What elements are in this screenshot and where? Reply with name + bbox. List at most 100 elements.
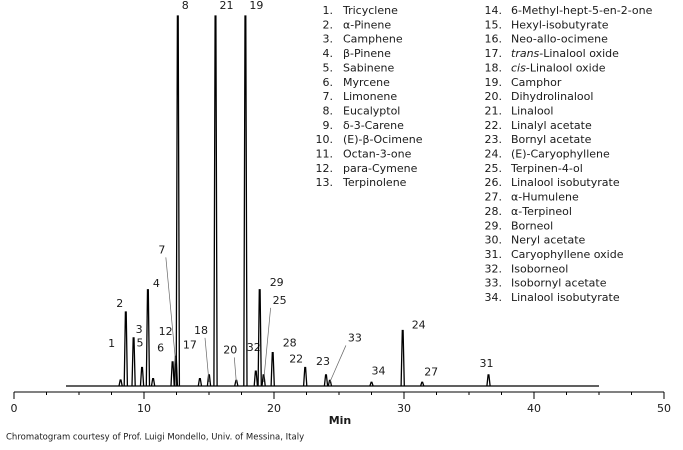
peak-label: 6 — [157, 342, 164, 355]
legend-number: 6. — [323, 76, 334, 89]
legend-name: Limonene — [343, 90, 397, 103]
x-tick-label: 50 — [657, 402, 671, 415]
peak — [369, 381, 374, 387]
legend-number: 30. — [485, 234, 503, 247]
legend-number: 4. — [323, 47, 334, 60]
legend-name-text: α-Pinene — [343, 18, 391, 31]
legend-name-text: para-Cymene — [343, 162, 418, 175]
legend-number: 15. — [485, 18, 503, 31]
peak-label: 1 — [108, 337, 115, 350]
legend-name-text: 6-Methyl-hept-5-en-2-one — [511, 4, 653, 17]
legend-name: para-Cymene — [343, 162, 418, 175]
peak — [131, 337, 136, 387]
legend-name-italic: cis — [511, 61, 526, 74]
legend-number: 9. — [323, 119, 334, 132]
legend-name: Neryl acetate — [511, 234, 586, 247]
legend-number: 32. — [485, 262, 503, 275]
legend-number: 2. — [323, 18, 334, 31]
peak — [419, 381, 425, 387]
legend-name-text: Neo-allo-ocimene — [511, 33, 608, 46]
peak-label: 32 — [247, 341, 261, 354]
peak-label: 25 — [273, 294, 287, 307]
leader-line — [204, 337, 210, 383]
legend-name: β-Pinene — [343, 47, 391, 60]
legend-name-text: Limonene — [343, 90, 397, 103]
legend-name: 6-Methyl-hept-5-en-2-one — [511, 4, 653, 17]
peak — [400, 329, 405, 387]
legend-number: 19. — [485, 76, 503, 89]
legend-name: δ-3-Carene — [343, 119, 404, 132]
peak-label: 28 — [283, 337, 297, 350]
peak — [257, 289, 262, 387]
peak — [323, 374, 329, 387]
legend-number: 11. — [316, 148, 334, 161]
legend-name: Hexyl-isobutyrate — [511, 18, 609, 31]
legend-number: 28. — [485, 205, 503, 218]
legend-name-text: Linalyl acetate — [511, 119, 592, 132]
peak — [145, 289, 151, 387]
peak — [486, 374, 491, 387]
legend-name-text: -Linalool oxide — [539, 47, 619, 60]
legend-number: 21. — [485, 104, 503, 117]
peak — [206, 374, 212, 387]
legend-name: Octan-3-one — [343, 148, 412, 161]
legend-name-text: β-Pinene — [343, 47, 391, 60]
peak — [327, 379, 333, 387]
legend-name-text: Hexyl-isobutyrate — [511, 18, 609, 31]
legend-number: 8. — [323, 104, 334, 117]
peak — [118, 379, 123, 387]
x-tick-label: 10 — [137, 402, 151, 415]
legend-name: Tricyclene — [342, 4, 398, 17]
peak-label: 29 — [270, 276, 284, 289]
legend-name-text: Linalool — [511, 104, 553, 117]
legend-name: Linalool isobutyrate — [511, 176, 620, 189]
legend-name: (E)-Caryophyllene — [511, 148, 610, 161]
legend-name-text: δ-3-Carene — [343, 119, 404, 132]
peak — [139, 366, 145, 387]
legend-name: cis-Linalool oxide — [511, 61, 606, 74]
legend-name: Dihydrolinalool — [511, 90, 593, 103]
legend-name: α-Pinene — [343, 18, 391, 31]
legend-name-text: Sabinene — [343, 61, 394, 74]
legend-name: trans-Linalool oxide — [511, 47, 619, 60]
legend-name-text: Tricyclene — [342, 4, 398, 17]
legend-number: 22. — [485, 119, 503, 132]
leader-line — [233, 357, 237, 383]
legend-number: 27. — [485, 191, 503, 204]
legend-name: Isobornyl acetate — [511, 277, 607, 290]
legend-name-text: Linalool isobutyrate — [511, 291, 620, 304]
legend-name: Neo-allo-ocimene — [511, 33, 608, 46]
legend-name: Bornyl acetate — [511, 133, 592, 146]
legend-number: 17. — [485, 47, 503, 60]
legend-number: 26. — [485, 176, 503, 189]
peak — [175, 15, 181, 387]
legend-name: (E)-β-Ocimene — [343, 133, 423, 146]
peak-label: 20 — [223, 343, 237, 356]
legend-number: 12. — [316, 162, 334, 175]
peak-label: 2 — [116, 297, 123, 310]
peak — [270, 352, 275, 387]
peak-label: 12 — [159, 325, 173, 338]
legend-number: 31. — [485, 248, 503, 261]
legend-number: 5. — [323, 61, 334, 74]
legend-name: Sabinene — [343, 61, 394, 74]
legend-name: Camphene — [343, 33, 403, 46]
peak-label: 17 — [183, 339, 197, 352]
peak-label: 7 — [158, 243, 165, 256]
legend-name: α-Terpineol — [511, 205, 572, 218]
legend-number: 18. — [485, 61, 503, 74]
peak — [261, 374, 266, 387]
legend-name-text: Octan-3-one — [343, 148, 412, 161]
peak — [243, 15, 248, 387]
legend-number: 29. — [485, 219, 503, 232]
legend-name-text: Terpinen-4-ol — [510, 162, 583, 175]
peak-label: 3 — [136, 323, 143, 336]
legend-name: α-Humulene — [511, 191, 579, 204]
legend-name-text: -Linalool oxide — [526, 61, 606, 74]
legend-name-text: (E)-β-Ocimene — [343, 133, 423, 146]
legend-name-text: Eucalyptol — [343, 104, 400, 117]
x-axis-label: Min — [329, 414, 352, 427]
legend-name: Terpinen-4-ol — [510, 162, 583, 175]
x-tick-label: 20 — [267, 402, 281, 415]
